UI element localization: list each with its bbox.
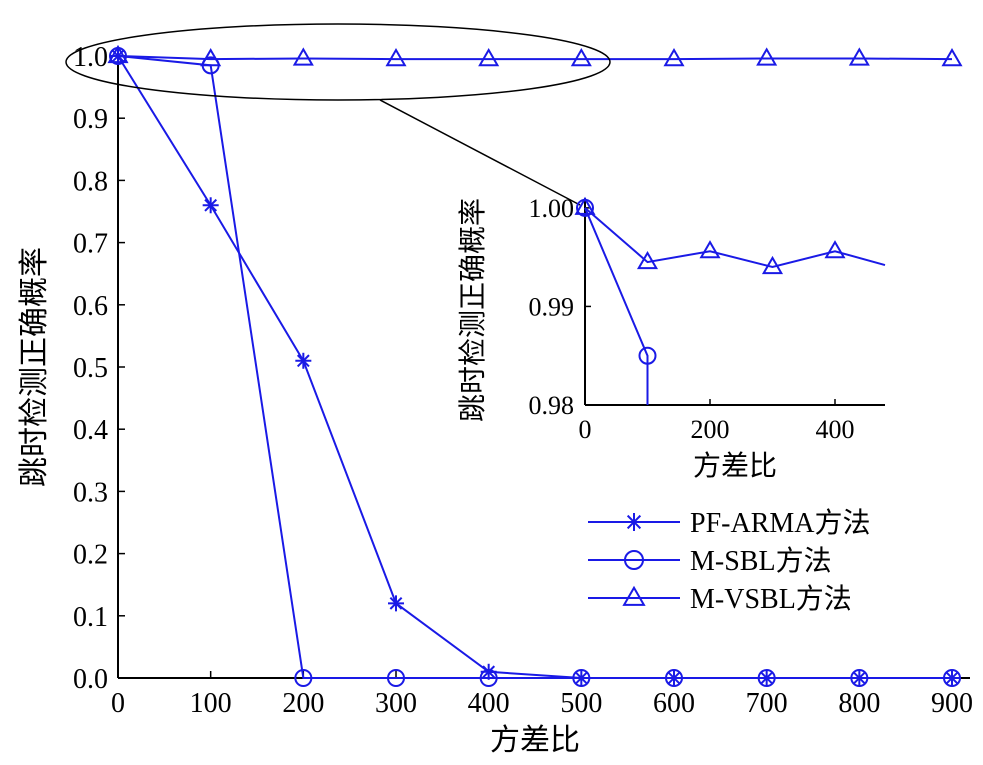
data-point-triangle (570, 47, 592, 67)
data-point-triangle (756, 47, 778, 66)
data-point-circle (850, 669, 869, 687)
data-point-triangle (107, 44, 129, 64)
zoom-annotation (65, 23, 611, 206)
inset-y-tick-label: 0.99 (529, 292, 575, 321)
data-point-triangle (292, 47, 314, 66)
data-point-circle (479, 669, 498, 687)
inset-y-tick-label: 0.98 (529, 391, 575, 420)
main-y-tick-label: 1.0 (73, 42, 108, 73)
inset-data-point-triangle (574, 196, 596, 215)
main-x-tick-label: 200 (282, 688, 324, 719)
data-point-star (388, 595, 404, 612)
main-y-tick-label: 0.1 (73, 602, 108, 633)
inset-series-line-triangle (584, 207, 886, 269)
inset-data-point-triangle (699, 240, 721, 259)
main-x-tick-label: 100 (190, 688, 232, 719)
main-y-tick-label: 0.4 (73, 415, 108, 446)
main-plot: 0 100 200 300 400 500 600 700 800 900 0.0 0.1 0.2 0.3… (73, 42, 973, 719)
zoom-connector (379, 99, 581, 206)
inset-data-point-triangle (636, 250, 659, 270)
main-y-tick-label: 0.2 (73, 540, 108, 571)
inset-x-tick-label: 0 (579, 415, 592, 444)
inset-y-tick-label: 1.00 (529, 194, 575, 223)
data-point-triangle (941, 47, 963, 67)
inset-x-tick-label: 400 (816, 415, 855, 444)
inset-series-line-circle (584, 207, 649, 405)
data-point-triangle (848, 47, 870, 66)
inset-x-tick-label: 200 (691, 415, 730, 444)
data-point-triangle (385, 47, 407, 67)
inset-plot: 0 200 400 0.98 0.99 1.00 (529, 194, 886, 444)
main-x-tick-label: 700 (746, 688, 788, 719)
zoom-ellipse (65, 23, 611, 101)
data-point-triangle (663, 47, 685, 67)
main-x-tick-label: 900 (931, 688, 973, 719)
legend-entry-label: M-SBL方法 (690, 545, 832, 577)
main-x-tick-label: 400 (468, 688, 510, 719)
inset-x-axis-label: 方差比 (693, 449, 777, 482)
data-point-circle (572, 669, 591, 687)
data-point-circle (294, 669, 313, 687)
inset-data-point-triangle (824, 240, 846, 259)
legend-entry-label: M-VSBL方法 (690, 583, 852, 615)
main-x-tick-label: 300 (375, 688, 417, 719)
inset-y-axis-label: 跳时检测正确概率 (456, 198, 489, 422)
main-x-axis-label: 方差比 (490, 723, 580, 758)
main-x-tick-label: 0 (111, 688, 125, 719)
data-point-circle (665, 669, 683, 687)
main-y-tick-label: 0.8 (73, 166, 108, 197)
legend-marker-star (625, 513, 643, 531)
data-point-circle (387, 669, 405, 687)
data-point-circle (943, 669, 961, 687)
inset-data-point-triangle (761, 255, 784, 275)
main-y-axis-label: 跳时检测正确概率 (17, 247, 52, 487)
data-point-star (202, 197, 219, 214)
legend-marker-triangle (622, 585, 646, 606)
main-y-tick-label: 0.9 (73, 104, 108, 135)
main-y-tick-label: 0.3 (73, 477, 108, 508)
main-y-tick-label: 0.0 (73, 664, 108, 695)
data-point-star (295, 352, 312, 369)
legend: PF-ARMA方法 M-SBL方法 M-VSBL方法 (588, 507, 870, 615)
main-x-tick-label: 600 (653, 688, 695, 719)
series-line-circle (117, 55, 952, 679)
main-y-tick-label: 0.6 (73, 291, 108, 322)
main-y-tick-label: 0.5 (73, 353, 108, 384)
data-point-triangle (478, 47, 500, 67)
series-line-triangle (117, 55, 953, 61)
legend-marker-circle (624, 550, 644, 570)
inset-data-point-circle (638, 346, 657, 365)
main-x-tick-label: 800 (838, 688, 880, 719)
data-point-triangle (200, 47, 222, 67)
legend-entry-label: PF-ARMA方法 (690, 507, 870, 539)
main-y-tick-label: 0.7 (73, 229, 108, 260)
data-point-circle (757, 669, 776, 687)
main-x-tick-label: 500 (560, 688, 602, 719)
